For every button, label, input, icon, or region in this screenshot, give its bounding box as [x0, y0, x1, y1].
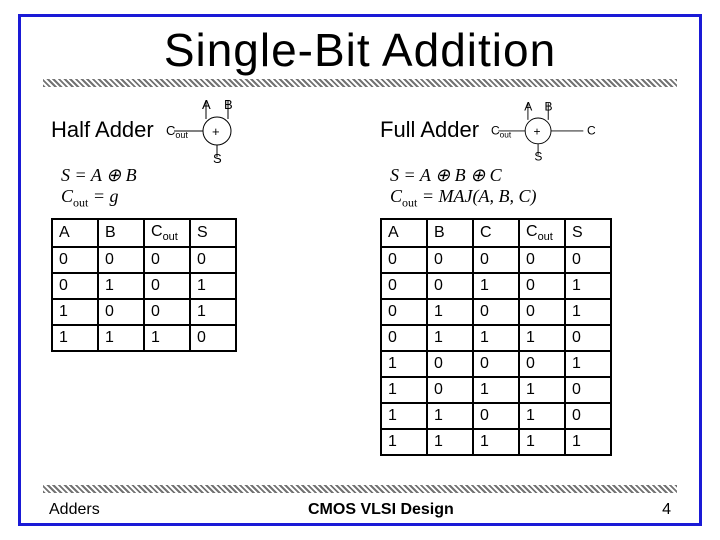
table-row: 0101: [52, 273, 236, 299]
svg-text:A: A: [524, 100, 532, 114]
footer: Adders CMOS VLSI Design 4: [49, 501, 671, 519]
table-row: 00101: [381, 273, 611, 299]
footer-left: Adders: [49, 501, 100, 519]
full-truth-table: A B C Cout S 00000 00101 01001 01110 100…: [380, 218, 612, 456]
col-B: B: [98, 219, 144, 247]
slide-frame: Single-Bit Addition Half Adder A B + Cou…: [18, 14, 702, 526]
half-header-row: Half Adder A B + Cout S: [51, 97, 340, 163]
footer-page: 4: [662, 501, 671, 519]
col-S: S: [565, 219, 611, 247]
half-label: Half Adder: [51, 117, 154, 143]
svg-text:S: S: [534, 149, 542, 163]
table-row: 11111: [381, 429, 611, 455]
half-adder-col: Half Adder A B + Cout S S = A ⊕ B Cout =…: [51, 97, 340, 456]
table-row: 01110: [381, 325, 611, 351]
col-A: A: [381, 219, 427, 247]
table-row: 1001: [52, 299, 236, 325]
content-row: Half Adder A B + Cout S S = A ⊕ B Cout =…: [21, 97, 699, 456]
svg-text:+: +: [212, 124, 220, 139]
full-eq-sum: S = A ⊕ B ⊕ C: [390, 165, 669, 186]
table-row: 01001: [381, 299, 611, 325]
svg-text:B: B: [545, 100, 553, 114]
table-row: 00000: [381, 247, 611, 273]
footer-rule: [43, 485, 677, 493]
full-adder-col: Full Adder A B + Cout C S S = A ⊕ B ⊕ C …: [380, 97, 669, 456]
full-eq-cout: Cout = MAJ(A, B, C): [390, 186, 669, 210]
footer-center: CMOS VLSI Design: [308, 501, 454, 519]
svg-text:Cout: Cout: [491, 124, 512, 140]
title-rule: [43, 79, 677, 87]
table-row: 11010: [381, 403, 611, 429]
col-B: B: [427, 219, 473, 247]
table-row: 10110: [381, 377, 611, 403]
svg-text:B: B: [224, 97, 233, 112]
col-C: C: [473, 219, 519, 247]
half-equations: S = A ⊕ B Cout = g: [61, 165, 340, 210]
half-eq-cout: Cout = g: [61, 186, 340, 210]
table-header-row: A B C Cout S: [381, 219, 611, 247]
full-header-row: Full Adder A B + Cout C S: [380, 97, 669, 163]
slide-title: Single-Bit Addition: [21, 23, 699, 77]
svg-text:S: S: [213, 151, 222, 163]
full-label: Full Adder: [380, 117, 479, 143]
col-A: A: [52, 219, 98, 247]
col-Cout: Cout: [144, 219, 190, 247]
full-equations: S = A ⊕ B ⊕ C Cout = MAJ(A, B, C): [390, 165, 669, 210]
table-header-row: A B Cout S: [52, 219, 236, 247]
col-S: S: [190, 219, 236, 247]
half-eq-sum: S = A ⊕ B: [61, 165, 340, 186]
table-row: 10001: [381, 351, 611, 377]
table-row: 1110: [52, 325, 236, 351]
col-Cout: Cout: [519, 219, 565, 247]
half-truth-table: A B Cout S 0000 0101 1001 1110: [51, 218, 237, 352]
half-adder-diagram: A B + Cout S: [166, 97, 286, 163]
table-row: 0000: [52, 247, 236, 273]
svg-text:+: +: [534, 125, 541, 139]
svg-text:Cout: Cout: [166, 123, 188, 140]
svg-text:C: C: [587, 124, 596, 138]
full-adder-diagram: A B + Cout C S: [491, 97, 611, 163]
svg-text:A: A: [202, 97, 211, 112]
